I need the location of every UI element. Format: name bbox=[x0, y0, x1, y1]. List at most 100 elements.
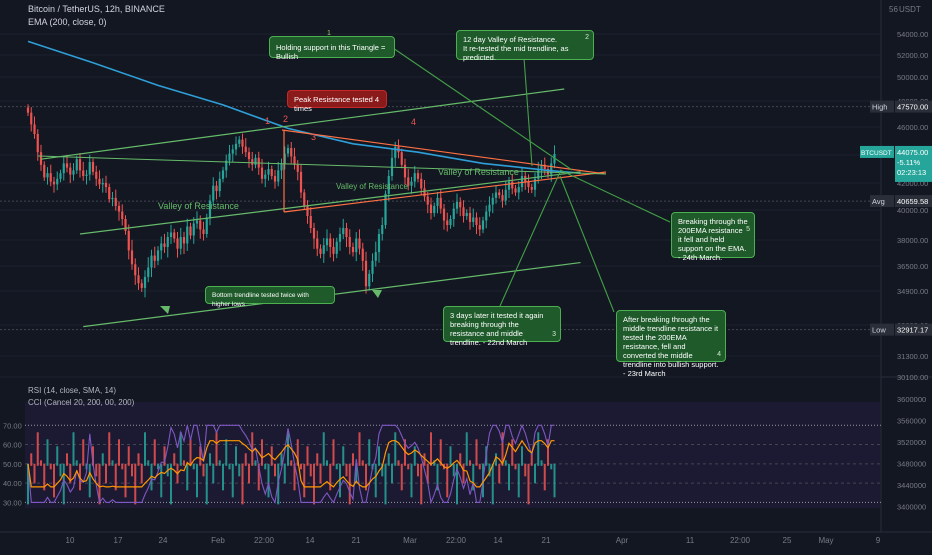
candle-body bbox=[241, 139, 244, 147]
candle-body bbox=[212, 185, 215, 201]
candle-body bbox=[98, 178, 101, 185]
candle-body bbox=[234, 143, 238, 150]
candle-body bbox=[156, 250, 160, 261]
candle-body bbox=[387, 176, 390, 194]
rsi-bar bbox=[235, 446, 237, 466]
price-tick-label: 34900.00 bbox=[897, 287, 928, 296]
candle-body bbox=[251, 159, 254, 165]
candle-body bbox=[303, 192, 306, 206]
rsi-bar bbox=[439, 439, 442, 466]
rsi-bar bbox=[300, 463, 302, 470]
low-badge-label-bg bbox=[870, 323, 894, 336]
peak-resistance-line bbox=[281, 129, 607, 175]
rsi-bar bbox=[459, 453, 462, 466]
candle-body bbox=[429, 204, 433, 213]
candle-body bbox=[403, 164, 407, 178]
note-12-day-valley-number: 2 bbox=[585, 34, 589, 41]
rsi-left-tick: 70.00 bbox=[3, 421, 22, 430]
time-tick-label: 14 bbox=[306, 536, 315, 545]
candle-body bbox=[108, 187, 111, 200]
note-3-days-later-number: 3 bbox=[552, 331, 556, 338]
candle-body bbox=[465, 213, 468, 216]
candle-body bbox=[130, 250, 134, 265]
avg-badge-value: 40659.58 bbox=[897, 197, 928, 206]
current-price-change: -5.11% bbox=[897, 158, 921, 167]
rsi-band bbox=[25, 402, 880, 508]
candle-body bbox=[231, 149, 234, 154]
annotation-pointer-0 bbox=[389, 45, 573, 171]
rsi-bar bbox=[196, 463, 198, 498]
candle-body bbox=[134, 264, 137, 276]
candle-body bbox=[504, 189, 507, 201]
rsi-bar bbox=[140, 463, 143, 484]
rsi-bar bbox=[231, 463, 234, 498]
candle-body bbox=[140, 283, 143, 288]
rsi-bar bbox=[264, 463, 267, 470]
candle-body bbox=[364, 260, 368, 287]
candle-body bbox=[345, 228, 348, 237]
rsi-bar bbox=[157, 463, 159, 470]
rsi-bar bbox=[391, 463, 393, 484]
candle-body bbox=[452, 208, 455, 219]
candle-body bbox=[514, 188, 517, 193]
candle-body bbox=[309, 216, 312, 228]
candle-body bbox=[426, 196, 429, 205]
candle-body bbox=[530, 187, 533, 190]
annotation-pointer-3 bbox=[499, 171, 561, 307]
rsi-bar bbox=[72, 432, 75, 466]
rsi-bar bbox=[186, 463, 189, 491]
rsi-bar bbox=[462, 463, 465, 484]
candle-body bbox=[442, 208, 446, 221]
candle-body bbox=[342, 228, 345, 234]
time-tick-label: May bbox=[818, 536, 833, 545]
candle-body bbox=[306, 205, 309, 216]
rsi-bar bbox=[452, 463, 455, 477]
candle-body bbox=[520, 176, 524, 188]
candle-body bbox=[325, 238, 329, 246]
candle-body bbox=[433, 205, 436, 213]
rsi-right-tick: 3600000 bbox=[897, 395, 926, 404]
rsi-bar bbox=[436, 463, 439, 491]
note-breaking-200ema-text: Breaking through the 200EMA resistance i… bbox=[678, 217, 748, 262]
rsi-bar bbox=[472, 463, 475, 491]
rsi-bar bbox=[88, 463, 91, 498]
time-tick-label: 22:00 bbox=[446, 536, 467, 545]
candle-body bbox=[280, 163, 283, 171]
annotation-pointer-4 bbox=[559, 175, 615, 313]
time-tick-label: 11 bbox=[686, 536, 695, 545]
candle-body bbox=[371, 260, 374, 274]
rsi-bar bbox=[352, 453, 354, 466]
rsi-bar bbox=[517, 463, 520, 498]
rsi-bar bbox=[540, 460, 543, 466]
rsi-bar bbox=[456, 463, 458, 505]
candle-body bbox=[377, 234, 381, 253]
rsi-bar bbox=[192, 463, 195, 470]
rsi-bar bbox=[296, 439, 299, 466]
rsi-bar bbox=[293, 463, 296, 491]
candle-body bbox=[296, 164, 299, 172]
rsi-bar bbox=[527, 463, 530, 505]
candle-body bbox=[277, 170, 280, 182]
rsi-bar bbox=[66, 453, 68, 466]
rsi-bar bbox=[170, 463, 172, 505]
candle-body bbox=[358, 238, 361, 249]
candle-body bbox=[494, 192, 498, 198]
time-tick-label: 14 bbox=[494, 536, 503, 545]
low-badge-label: Low bbox=[872, 326, 886, 335]
rsi-bar bbox=[404, 439, 406, 466]
candle-body bbox=[166, 237, 169, 247]
rsi-bar bbox=[309, 463, 312, 477]
candle-body bbox=[507, 181, 511, 190]
candle-body bbox=[72, 170, 75, 175]
candle-body bbox=[322, 245, 325, 254]
rsi-bar bbox=[433, 460, 436, 466]
note-12-day-valley: 12 day Valley of Resistance. It re-teste… bbox=[456, 30, 594, 62]
rsi-indicator-title: RSI (14, close, SMA, 14) bbox=[28, 386, 117, 395]
candle-body bbox=[550, 163, 553, 175]
current-price-value: 44075.00 bbox=[897, 148, 928, 157]
rsi-bar bbox=[46, 439, 49, 466]
price-tick-label: 42000.00 bbox=[897, 179, 928, 188]
rsi-bar bbox=[33, 463, 36, 484]
